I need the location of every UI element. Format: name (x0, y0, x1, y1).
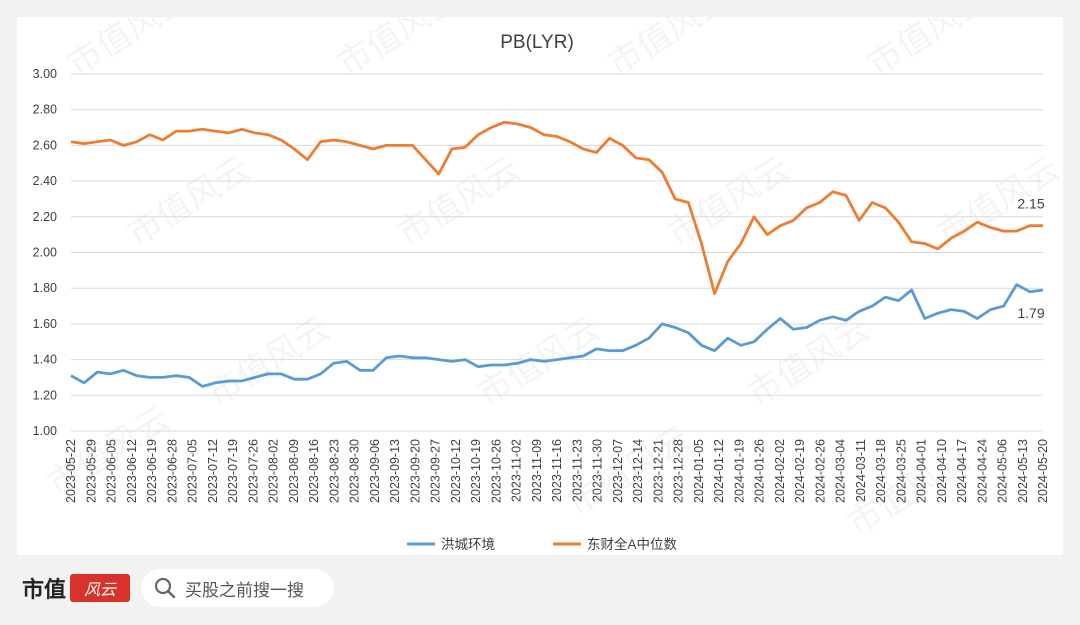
x-tick-label: 2023-11-02 (510, 439, 524, 502)
x-tick-label: 2023-11-16 (550, 439, 564, 502)
x-tick-label: 2023-11-23 (570, 439, 584, 502)
x-tick-label: 2023-06-12 (125, 439, 139, 503)
x-tick-label: 2024-02-19 (793, 439, 807, 503)
x-tick-label: 2024-04-01 (915, 439, 929, 503)
y-tick-label: 1.80 (33, 281, 57, 295)
x-tick-label: 2023-12-21 (651, 439, 665, 503)
y-tick-label: 1.00 (33, 424, 57, 438)
x-tick-label: 2023-12-07 (611, 439, 625, 503)
x-tick-label: 2024-04-24 (975, 439, 989, 503)
x-tick-label: 2023-08-30 (348, 439, 362, 503)
watermark-text: 市值风云 (741, 309, 878, 415)
x-tick-label: 2023-10-26 (489, 439, 503, 503)
y-tick-label: 3.00 (33, 67, 57, 81)
y-axis: 1.00 1.20 1.40 1.60 1.80 2.00 2.20 2.40 2.60 2.80… (33, 67, 57, 438)
x-tick-label: 2023-12-28 (672, 439, 686, 503)
x-tick-label: 2023-07-05 (186, 439, 200, 503)
x-tick-label: 2023-10-19 (469, 439, 483, 503)
x-tick-label: 2023-09-13 (388, 439, 402, 503)
x-tick-label: 2024-01-19 (732, 439, 746, 503)
x-tick-label: 2023-08-16 (307, 439, 321, 503)
watermark-text: 市值风云 (121, 149, 258, 255)
x-tick-label: 2023-11-30 (591, 439, 605, 502)
x-tick-label: 2023-10-12 (449, 439, 463, 503)
x-tick-label: 2023-08-09 (287, 439, 301, 503)
chart-title: PB(LYR) (500, 32, 574, 53)
y-tick-label: 1.20 (33, 388, 57, 402)
x-tick-label: 2023-09-20 (408, 439, 422, 503)
x-tick-label: 2024-01-12 (712, 439, 726, 503)
y-tick-label: 1.60 (33, 317, 57, 331)
footer-bar: 市值 风云 买股之前搜一搜 (0, 560, 1080, 625)
x-tick-label: 2024-04-17 (955, 439, 969, 503)
x-tick-label: 2024-05-20 (1036, 439, 1050, 503)
x-tick-label: 2023-07-12 (206, 439, 220, 503)
x-tick-label: 2023-05-29 (84, 439, 98, 503)
x-tick-label: 2024-03-11 (854, 439, 868, 502)
x-tick-label: 2024-01-26 (753, 439, 767, 503)
series-layer (70, 120, 1044, 388)
x-tick-label: 2023-11-09 (530, 439, 544, 502)
chart-card: 市值风云 市值风云 市值风云 市值风云 市值风云 市值风云 市值风云 市值风云 市值风云 市值风云… (17, 17, 1063, 555)
x-axis: 2023-05-22 2023-05-29 2023-06-05 2023-06-12… (64, 439, 1050, 503)
x-tick-label: 2023-05-22 (64, 439, 78, 503)
end-labels: 1.79 2.15 (1017, 196, 1044, 321)
x-tick-label: 2023-06-05 (105, 439, 119, 503)
watermark-text: 市值风云 (391, 149, 528, 255)
y-tick-label: 2.00 (33, 246, 57, 260)
legend: 洪城环境 东财全A中位数 (407, 536, 678, 552)
legend-label: 洪城环境 (441, 537, 495, 552)
x-tick-label: 2023-08-23 (327, 439, 341, 503)
end-value-label: 1.79 (1017, 305, 1044, 321)
brand-seal: 风云 (70, 574, 131, 602)
x-tick-label: 2024-04-10 (935, 439, 949, 503)
search-text: 买股之前搜一搜 (185, 580, 304, 601)
watermark-text: 市值风云 (201, 309, 338, 415)
end-value-label: 2.15 (1017, 196, 1044, 212)
x-tick-label: 2024-03-25 (894, 439, 908, 503)
x-tick-label: 2024-03-18 (874, 439, 888, 503)
x-tick-label: 2024-02-02 (773, 439, 787, 503)
x-tick-label: 2023-09-27 (429, 439, 443, 503)
x-tick-label: 2023-06-19 (145, 439, 159, 503)
x-tick-label: 2024-05-13 (1016, 439, 1030, 503)
x-tick-label: 2023-12-14 (631, 439, 645, 503)
x-tick-label: 2023-07-26 (246, 439, 260, 503)
y-tick-label: 1.40 (33, 353, 57, 367)
search-icon (154, 577, 176, 599)
x-tick-label: 2024-03-04 (834, 439, 848, 503)
x-tick-label: 2024-02-26 (813, 439, 827, 503)
y-tick-label: 2.40 (33, 174, 57, 188)
series-line (70, 283, 1044, 388)
series-line (70, 120, 1043, 296)
y-tick-label: 2.20 (33, 210, 57, 224)
x-tick-label: 2024-01-05 (692, 439, 706, 503)
brand-logo: 市值 风云 (22, 572, 131, 604)
search-box[interactable]: 买股之前搜一搜 (141, 569, 334, 607)
x-tick-label: 2023-09-06 (368, 439, 382, 503)
x-tick-label: 2023-08-02 (267, 439, 281, 503)
brand-name: 市值 (22, 577, 67, 603)
y-tick-label: 2.60 (33, 138, 57, 152)
x-tick-label: 2023-07-19 (226, 439, 240, 503)
legend-label: 东财全A中位数 (587, 536, 678, 552)
x-tick-label: 2023-06-28 (165, 439, 179, 503)
y-tick-label: 2.80 (33, 103, 57, 117)
x-tick-label: 2024-05-06 (996, 439, 1010, 503)
